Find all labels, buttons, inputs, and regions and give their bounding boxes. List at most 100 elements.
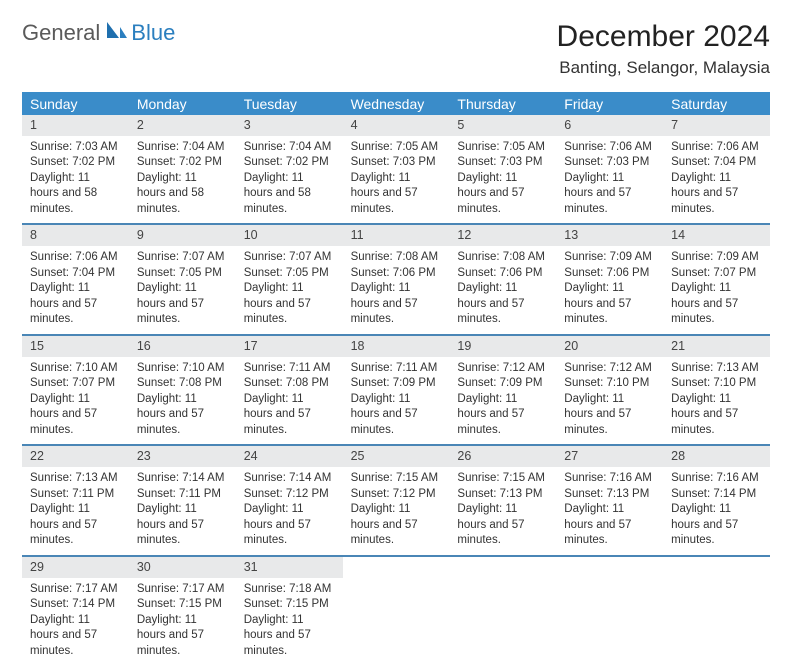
calendar-day: 29Sunrise: 7:17 AMSunset: 7:14 PMDayligh… [22, 557, 129, 665]
month-title: December 2024 [557, 20, 770, 54]
calendar-day: 2Sunrise: 7:04 AMSunset: 7:02 PMDaylight… [129, 115, 236, 223]
sunset-line: Sunset: 7:14 PM [30, 597, 121, 613]
sunset-line: Sunset: 7:02 PM [30, 155, 121, 171]
day-details: Sunrise: 7:16 AMSunset: 7:14 PMDaylight:… [663, 467, 770, 555]
sunrise-line: Sunrise: 7:15 AM [457, 471, 548, 487]
day-details: Sunrise: 7:14 AMSunset: 7:11 PMDaylight:… [129, 467, 236, 555]
sunset-line: Sunset: 7:11 PM [137, 487, 228, 503]
day-details: Sunrise: 7:06 AMSunset: 7:03 PMDaylight:… [556, 136, 663, 224]
day-number: 29 [22, 557, 129, 578]
calendar-day: 24Sunrise: 7:14 AMSunset: 7:12 PMDayligh… [236, 446, 343, 554]
calendar-day: 21Sunrise: 7:13 AMSunset: 7:10 PMDayligh… [663, 336, 770, 444]
weekday-header: Tuesday [236, 92, 343, 115]
sunset-line: Sunset: 7:09 PM [351, 376, 442, 392]
sunrise-line: Sunrise: 7:17 AM [30, 582, 121, 598]
daylight-line: Daylight: 11 hours and 57 minutes. [351, 171, 442, 218]
calendar-day: 1Sunrise: 7:03 AMSunset: 7:02 PMDaylight… [22, 115, 129, 223]
daylight-line: Daylight: 11 hours and 57 minutes. [671, 502, 762, 549]
day-details: Sunrise: 7:05 AMSunset: 7:03 PMDaylight:… [449, 136, 556, 224]
logo-text-general: General [22, 20, 100, 46]
calendar-day-empty [556, 557, 663, 665]
location-label: Banting, Selangor, Malaysia [557, 58, 770, 78]
day-number: 16 [129, 336, 236, 357]
sunset-line: Sunset: 7:05 PM [244, 266, 335, 282]
sunrise-line: Sunrise: 7:08 AM [457, 250, 548, 266]
calendar-week: 8Sunrise: 7:06 AMSunset: 7:04 PMDaylight… [22, 225, 770, 335]
day-details: Sunrise: 7:03 AMSunset: 7:02 PMDaylight:… [22, 136, 129, 224]
daylight-line: Daylight: 11 hours and 57 minutes. [30, 392, 121, 439]
daylight-line: Daylight: 11 hours and 57 minutes. [564, 281, 655, 328]
calendar-day: 17Sunrise: 7:11 AMSunset: 7:08 PMDayligh… [236, 336, 343, 444]
calendar-day: 12Sunrise: 7:08 AMSunset: 7:06 PMDayligh… [449, 225, 556, 333]
day-number: 24 [236, 446, 343, 467]
weekday-header: Wednesday [343, 92, 450, 115]
day-details: Sunrise: 7:06 AMSunset: 7:04 PMDaylight:… [22, 246, 129, 334]
sunset-line: Sunset: 7:12 PM [351, 487, 442, 503]
daylight-line: Daylight: 11 hours and 57 minutes. [564, 392, 655, 439]
daylight-line: Daylight: 11 hours and 57 minutes. [351, 502, 442, 549]
day-number: 6 [556, 115, 663, 136]
sunset-line: Sunset: 7:06 PM [351, 266, 442, 282]
day-details: Sunrise: 7:15 AMSunset: 7:12 PMDaylight:… [343, 467, 450, 555]
weekday-header-row: SundayMondayTuesdayWednesdayThursdayFrid… [22, 92, 770, 115]
day-number: 26 [449, 446, 556, 467]
sunrise-line: Sunrise: 7:10 AM [30, 361, 121, 377]
calendar-day: 5Sunrise: 7:05 AMSunset: 7:03 PMDaylight… [449, 115, 556, 223]
calendar-day: 11Sunrise: 7:08 AMSunset: 7:06 PMDayligh… [343, 225, 450, 333]
sunrise-line: Sunrise: 7:12 AM [564, 361, 655, 377]
day-details: Sunrise: 7:17 AMSunset: 7:15 PMDaylight:… [129, 578, 236, 665]
day-number: 2 [129, 115, 236, 136]
sunrise-line: Sunrise: 7:12 AM [457, 361, 548, 377]
day-details: Sunrise: 7:10 AMSunset: 7:08 PMDaylight:… [129, 357, 236, 445]
day-details: Sunrise: 7:09 AMSunset: 7:07 PMDaylight:… [663, 246, 770, 334]
sunset-line: Sunset: 7:07 PM [30, 376, 121, 392]
sunset-line: Sunset: 7:11 PM [30, 487, 121, 503]
day-number: 23 [129, 446, 236, 467]
sunrise-line: Sunrise: 7:08 AM [351, 250, 442, 266]
sunset-line: Sunset: 7:03 PM [351, 155, 442, 171]
sunrise-line: Sunrise: 7:15 AM [351, 471, 442, 487]
logo-sail-icon [105, 20, 127, 46]
day-number: 4 [343, 115, 450, 136]
daylight-line: Daylight: 11 hours and 57 minutes. [671, 392, 762, 439]
calendar-day: 4Sunrise: 7:05 AMSunset: 7:03 PMDaylight… [343, 115, 450, 223]
calendar-day: 9Sunrise: 7:07 AMSunset: 7:05 PMDaylight… [129, 225, 236, 333]
daylight-line: Daylight: 11 hours and 57 minutes. [457, 392, 548, 439]
day-details: Sunrise: 7:14 AMSunset: 7:12 PMDaylight:… [236, 467, 343, 555]
calendar-day: 20 Sunrise: 7:12 AMSunset: 7:10 PMDayligh… [556, 336, 663, 444]
sunrise-line: Sunrise: 7:06 AM [30, 250, 121, 266]
day-number: 14 [663, 225, 770, 246]
sunrise-line: Sunrise: 7:07 AM [244, 250, 335, 266]
day-number: 20 [556, 336, 663, 357]
day-number: 9 [129, 225, 236, 246]
day-number: 17 [236, 336, 343, 357]
sunset-line: Sunset: 7:08 PM [244, 376, 335, 392]
calendar-day: 18Sunrise: 7:11 AMSunset: 7:09 PMDayligh… [343, 336, 450, 444]
sunset-line: Sunset: 7:15 PM [137, 597, 228, 613]
day-details: Sunrise: 7:12 AMSunset: 7:09 PMDaylight:… [449, 357, 556, 445]
sunrise-line: Sunrise: 7:04 AM [137, 140, 228, 156]
sunset-line: Sunset: 7:06 PM [564, 266, 655, 282]
calendar-day: 16Sunrise: 7:10 AMSunset: 7:08 PMDayligh… [129, 336, 236, 444]
day-number: 27 [556, 446, 663, 467]
sunset-line: Sunset: 7:07 PM [671, 266, 762, 282]
day-number: 30 [129, 557, 236, 578]
day-number: 5 [449, 115, 556, 136]
sunset-line: Sunset: 7:10 PM [564, 376, 655, 392]
calendar-day-empty [343, 557, 450, 665]
weekday-header: Friday [556, 92, 663, 115]
calendar-day: 30Sunrise: 7:17 AMSunset: 7:15 PMDayligh… [129, 557, 236, 665]
sunrise-line: Sunrise: 7:13 AM [671, 361, 762, 377]
sunset-line: Sunset: 7:13 PM [457, 487, 548, 503]
calendar-week: 1Sunrise: 7:03 AMSunset: 7:02 PMDaylight… [22, 115, 770, 225]
day-number: 18 [343, 336, 450, 357]
title-block: December 2024 Banting, Selangor, Malaysi… [557, 20, 770, 78]
daylight-line: Daylight: 11 hours and 57 minutes. [351, 392, 442, 439]
calendar-day: 19Sunrise: 7:12 AMSunset: 7:09 PMDayligh… [449, 336, 556, 444]
day-number: 25 [343, 446, 450, 467]
daylight-line: Daylight: 11 hours and 57 minutes. [137, 502, 228, 549]
day-details: Sunrise: 7:08 AMSunset: 7:06 PMDaylight:… [343, 246, 450, 334]
daylight-line: Daylight: 11 hours and 57 minutes. [137, 392, 228, 439]
calendar-week: 29Sunrise: 7:17 AMSunset: 7:14 PMDayligh… [22, 557, 770, 665]
day-details: Sunrise: 7:04 AMSunset: 7:02 PMDaylight:… [129, 136, 236, 224]
